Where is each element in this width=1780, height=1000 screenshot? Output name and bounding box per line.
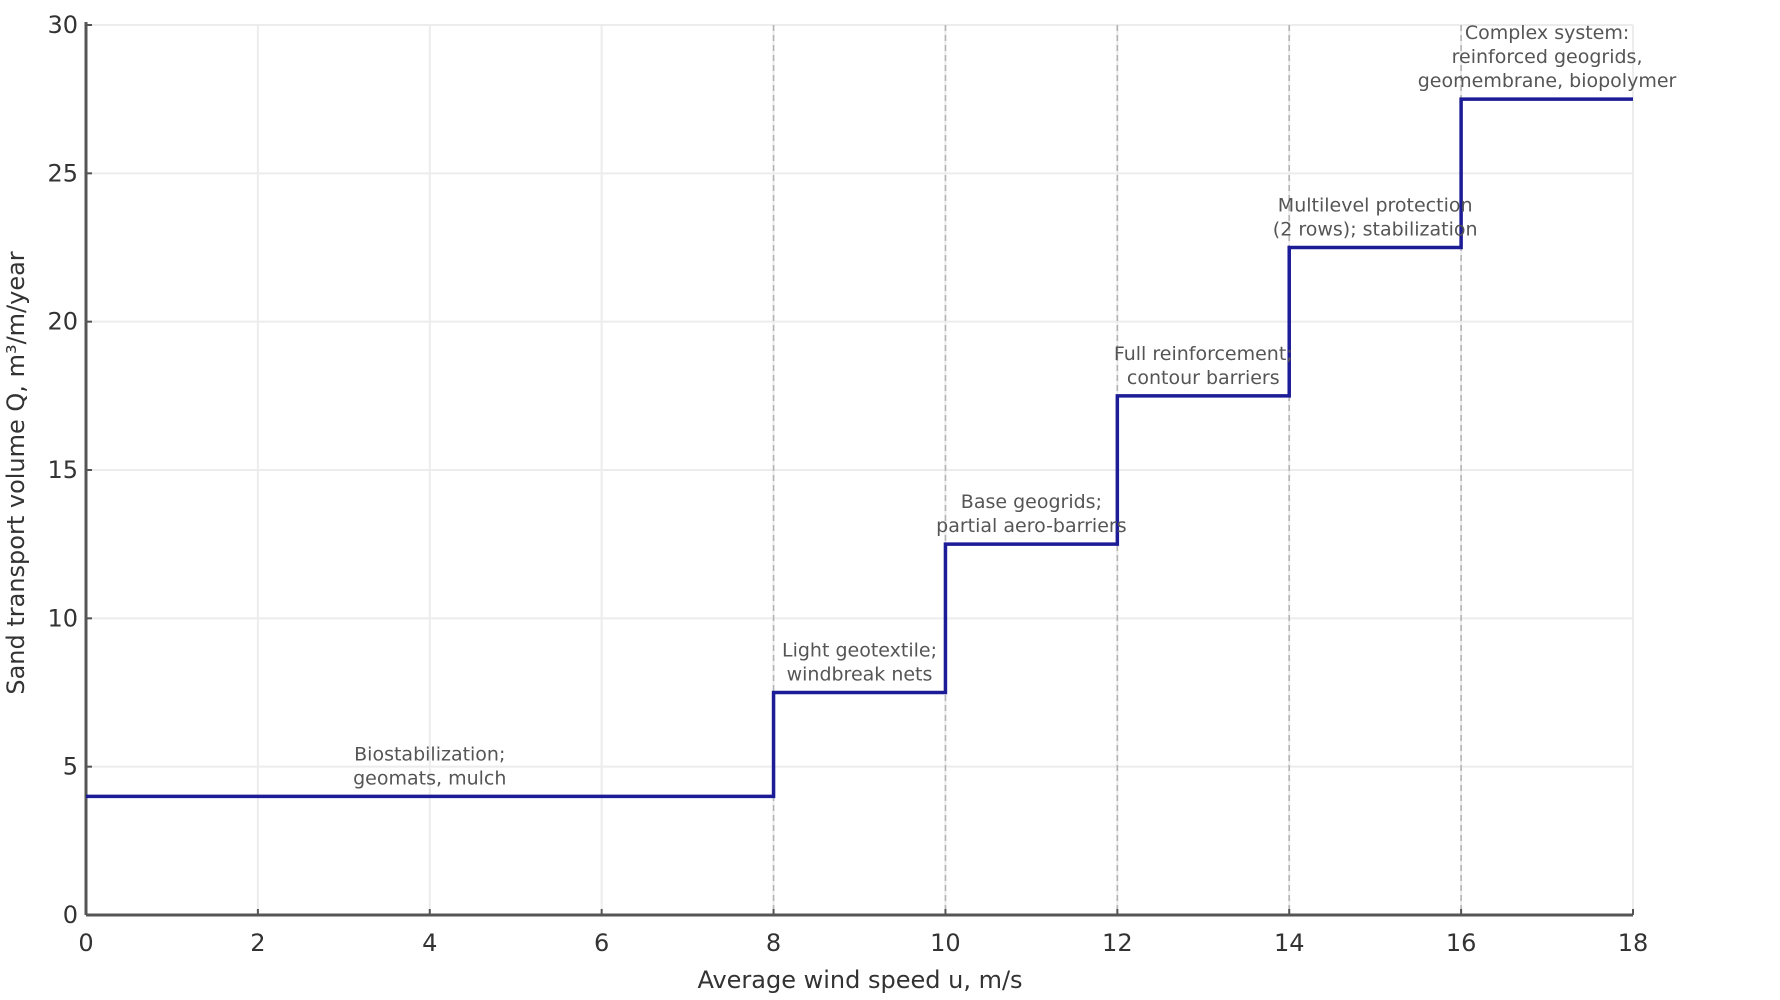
y-tick-label: 25 [47, 159, 78, 187]
x-tick-label: 10 [930, 929, 961, 957]
tick-labels: 0 2 4 6 8 10 12 14 16 18 0 5 10 15 20 25 30 [47, 11, 1648, 957]
y-tick-label: 10 [47, 604, 78, 632]
annotations: Biostabilization; geomats, mulch Light geo… [353, 22, 1676, 789]
annotation-label: Complex system: reinforced geogrids, geome… [1418, 22, 1677, 92]
step-line [86, 97, 1633, 799]
x-tick-label: 16 [1446, 929, 1477, 957]
x-tick-label: 8 [766, 929, 781, 957]
x-tick-label: 0 [78, 929, 93, 957]
annotation-line: (2 rows); stabilization [1273, 219, 1478, 241]
annotation-label: Light geotextile; windbreak nets [782, 640, 937, 686]
annotation-line: Light geotextile; [782, 640, 937, 662]
annotation-line: partial aero-barriers [936, 515, 1126, 537]
annotation-label: Multilevel protection (2 rows); stabiliza… [1273, 195, 1478, 241]
x-axis-label: Average wind speed u, m/s [697, 966, 1022, 994]
grid [85, 24, 1634, 916]
x-tick-label: 14 [1274, 929, 1305, 957]
annotation-line: geomats, mulch [353, 767, 506, 789]
y-tick-label: 15 [47, 456, 78, 484]
x-tick-label: 18 [1618, 929, 1649, 957]
annotation-line: Biostabilization; [354, 743, 505, 765]
annotation-line: Multilevel protection [1278, 195, 1473, 217]
annotation-line: contour barriers [1127, 367, 1280, 389]
x-tick-label: 2 [250, 929, 265, 957]
annotation-line: Complex system: [1465, 22, 1629, 44]
axes [84, 22, 1634, 917]
y-tick-label: 5 [63, 753, 78, 781]
series [86, 97, 1633, 799]
annotation-label: Base geogrids; partial aero-barriers [936, 491, 1126, 537]
annotation-line: Base geogrids; [961, 491, 1102, 513]
x-tick-label: 12 [1102, 929, 1133, 957]
annotation-line: Full reinforcement; [1114, 343, 1293, 365]
x-tick-label: 4 [422, 929, 437, 957]
y-tick-label: 30 [47, 11, 78, 39]
annotation-label: Full reinforcement; contour barriers [1114, 343, 1293, 389]
annotation-line: reinforced geogrids, [1452, 46, 1643, 68]
annotation-label: Biostabilization; geomats, mulch [353, 743, 506, 789]
y-tick-label: 20 [47, 308, 78, 336]
y-tick-label: 0 [63, 901, 78, 929]
y-axis-label: Sand transport volume Q, m³/m/year [2, 251, 30, 694]
annotation-line: windbreak nets [787, 664, 933, 686]
x-tick-label: 6 [594, 929, 609, 957]
annotation-line: geomembrane, biopolymer [1418, 70, 1677, 92]
